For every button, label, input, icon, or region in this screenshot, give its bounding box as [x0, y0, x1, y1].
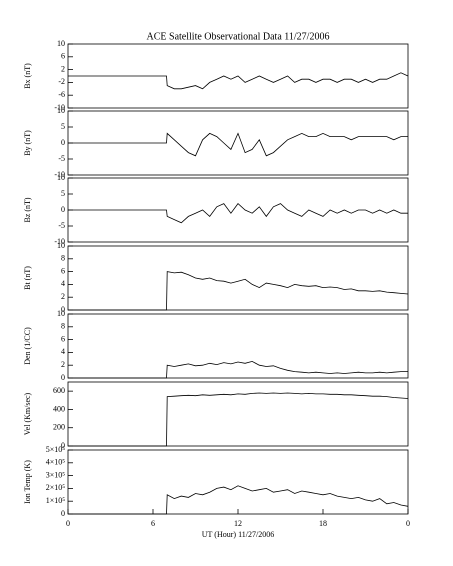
y-tick-label: 5	[61, 189, 65, 198]
y-tick-label: 0	[61, 441, 65, 450]
plot-frame	[67, 381, 409, 447]
y-tick-label: 2	[61, 360, 65, 369]
x-axis-label: UT (Hour) 11/27/2006	[202, 530, 274, 539]
plot-frame	[67, 313, 409, 379]
data-line	[68, 485, 409, 515]
y-tick-label: 0	[61, 305, 65, 314]
y-tick-label: 4	[61, 279, 65, 288]
plot-frame	[67, 245, 409, 311]
y-tick-label: -5	[58, 221, 65, 230]
y-tick-label: 10	[57, 173, 65, 182]
y-tick-label: -5	[58, 154, 65, 163]
x-tick-label: 6	[151, 519, 155, 528]
y-tick-label: 5	[61, 122, 65, 131]
y-axis-label: Bt (nT)	[23, 266, 32, 290]
y-tick-label: 8	[61, 322, 65, 331]
data-line	[68, 132, 408, 157]
y-tick-label: 10	[57, 106, 65, 115]
y-tick-label: 2	[61, 64, 65, 73]
x-tick-label: 0	[406, 519, 410, 528]
y-tick-label: 6	[61, 52, 65, 61]
y-tick-label: -6	[58, 90, 65, 99]
y-axis-label: Bz (nT)	[23, 197, 32, 222]
y-tick-label: 4×10⁵	[46, 458, 66, 467]
y-tick-label: 6	[61, 334, 65, 343]
data-line	[68, 392, 409, 447]
y-axis-label: Ion Temp (K)	[23, 460, 32, 504]
y-tick-label: 6	[61, 266, 65, 275]
y-tick-label: -10	[54, 170, 65, 179]
y-axis-label: Bx (nT)	[23, 63, 32, 89]
y-tick-label: 600	[53, 386, 65, 395]
y-tick-label: 0	[61, 509, 65, 518]
y-tick-label: 10	[57, 39, 65, 48]
data-line	[68, 72, 409, 90]
y-axis-label: Vel (Km/sec)	[23, 392, 32, 435]
chart-title: ACE Satellite Observational Data 11/27/2…	[147, 31, 330, 42]
y-axis-label: By (nT)	[23, 130, 32, 156]
y-tick-label: 0	[61, 205, 65, 214]
y-tick-label: 0	[61, 138, 65, 147]
y-tick-label: -10	[54, 237, 65, 246]
y-tick-label: 10	[57, 241, 65, 250]
y-tick-label: 1×10⁵	[46, 496, 66, 505]
x-tick-label: 0	[66, 519, 70, 528]
data-line	[68, 271, 409, 311]
plot-frame	[67, 449, 409, 515]
data-line	[68, 203, 408, 224]
y-tick-label: 5×10⁵	[46, 445, 66, 454]
y-tick-label: 8	[61, 254, 65, 263]
y-tick-label: 2×10⁵	[46, 483, 66, 492]
y-axis-label: Den (1/CC)	[23, 327, 32, 365]
x-tick-label: 12	[234, 519, 242, 528]
y-tick-label: 4	[61, 347, 65, 356]
data-line	[68, 360, 408, 379]
y-tick-label: 0	[61, 373, 65, 382]
y-tick-label: 200	[53, 423, 65, 432]
y-tick-label: 3×10⁵	[46, 470, 66, 479]
y-tick-label: -2	[58, 77, 65, 86]
x-tick-label: 18	[319, 519, 327, 528]
y-tick-label: 2	[61, 292, 65, 301]
y-tick-label: -10	[54, 103, 65, 112]
y-tick-label: 10	[57, 309, 65, 318]
y-tick-label: 400	[53, 404, 65, 413]
